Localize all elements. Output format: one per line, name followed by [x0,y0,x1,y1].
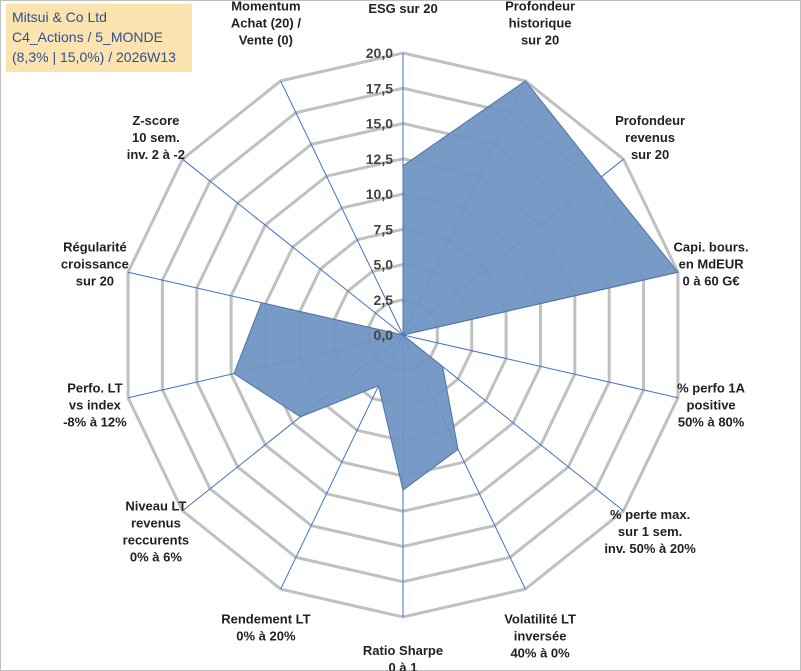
axis-label: Momentum Achat (20) / Vente (0) [231,0,301,47]
radar-tick-labels: 0,0 2,5 5,0 7,5 10,0 12,5 15,0 17,5 20,0 [366,45,393,343]
axis-label: Rendement LT 0% à 20% [221,612,310,644]
axis-label: % perte max. sur 1 sem. inv. 50% à 20% [604,507,696,556]
axis-label: % perfo 1A positive 50% à 80% [677,380,746,429]
tick-label: 12,5 [366,151,393,167]
axis-label: Profondeur historique sur 20 [505,0,575,47]
tick-label: 10,0 [366,186,393,202]
radar-spoke [280,80,404,336]
axis-label: Capi. bours. en MdEUR 0 à 60 G€ [674,240,749,289]
tick-label: 5,0 [374,257,394,273]
axis-label: Profondeur revenus sur 20 [615,113,685,162]
tick-label: 0,0 [374,327,394,343]
tick-label: 17,5 [366,80,393,96]
chart-title-line-2: C4_Actions / 5_MONDE [12,29,163,45]
chart-title-box: Mitsui & Co Ltd C4_Actions / 5_MONDE (8,… [6,4,192,72]
tick-label: 7,5 [374,221,394,237]
tick-label: 15,0 [366,116,393,132]
axis-label: Perfo. LT vs index -8% à 12% [63,380,127,429]
series-area [233,80,679,491]
tick-label: 2,5 [374,292,394,308]
tick-label: 20,0 [366,45,393,61]
radar-series [233,80,679,491]
axis-label: Régularité croissance sur 20 [61,240,129,289]
axis-label: Volatilité LT inversée 40% à 0% [504,612,576,661]
axis-label: NoteESG sur 20 [368,0,437,16]
radar-spoke [182,158,404,336]
axis-label: Ratio Sharpe 0 à 1 [363,643,443,671]
axis-label: Niveau LT revenus reccurents 0% à 6% [123,499,189,565]
radar-spoke [402,334,679,399]
chart-title-line-3: (8,3% | 15,0%) / 2026W13 [12,49,176,65]
chart-title-line-1: Mitsui & Co Ltd [12,9,107,25]
axis-label: Z-score 10 sem. inv. 2 à -2 [127,113,185,162]
